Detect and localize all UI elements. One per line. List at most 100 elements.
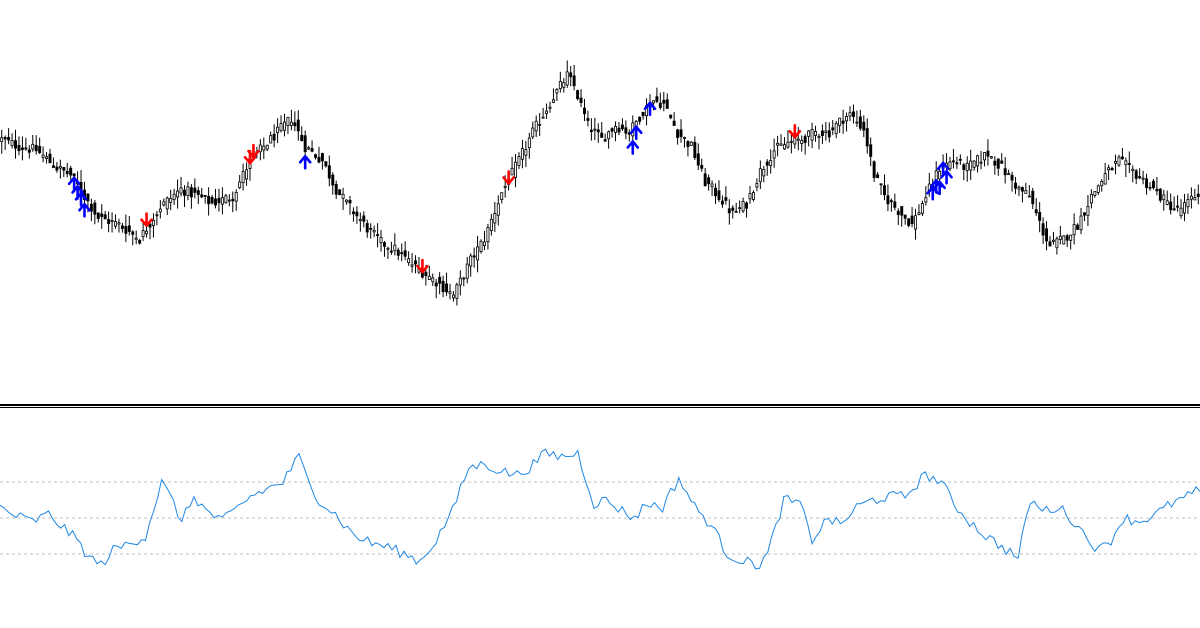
candle [920,200,924,217]
candle [914,208,917,240]
candle-body [724,197,728,201]
candle-body [217,197,221,204]
candles-group [0,60,1200,306]
candle [31,134,35,152]
candle-body [693,141,697,158]
candle [1027,185,1031,198]
candle-body [1169,201,1173,211]
candle [510,156,514,176]
candle [200,187,204,198]
candle-body [169,197,173,203]
candle-body [741,201,745,212]
candle-body [979,161,983,164]
candle-body [1134,170,1138,179]
candle [700,158,704,172]
candle-body [803,136,807,143]
candle-body [1072,224,1076,236]
candle-body [279,123,283,132]
price-chart-panel [0,60,1200,306]
candle [862,115,866,138]
candle-body [151,220,155,226]
candle-body [845,116,849,122]
candle [355,206,359,224]
candle-body [451,294,455,299]
candle [114,214,117,229]
candle-body [410,264,414,267]
candle [886,184,890,212]
candle-body [1069,234,1073,241]
candle-body [431,277,435,283]
candle-body [1100,181,1104,187]
candle-body [334,184,338,195]
candle [1189,187,1193,209]
candle [727,199,731,225]
candle-body [524,149,528,156]
candle-body [565,71,569,86]
candle [279,115,283,133]
signals-group [67,101,953,274]
candle [445,272,449,296]
candle [120,222,124,233]
candle-body [400,252,404,255]
candle [517,152,521,170]
candle [55,161,59,173]
candle-body [607,131,611,140]
candle [469,253,473,277]
candle-body [665,99,669,109]
candle-body [434,282,438,287]
arrow-shape [74,192,88,207]
candle [979,150,983,170]
candle [427,265,431,280]
candle-body [193,187,197,193]
arrow-up-icon [933,180,946,196]
candle [1048,236,1052,247]
candle [310,140,314,153]
candle [814,125,817,142]
candle-body [951,160,955,163]
candle-body [572,75,576,87]
candle-body [1120,156,1124,160]
candle-body [1041,223,1045,236]
candle [451,291,455,302]
candle [1145,173,1149,195]
candle-body [148,223,152,228]
panel-separator[interactable] [0,404,1200,408]
candle [1072,213,1076,245]
candle-body [458,277,462,286]
candle-body [907,218,911,226]
candle-body [162,201,166,206]
candle-body [438,276,442,284]
candle [783,137,786,150]
candle-body [541,116,545,119]
candle [1089,189,1093,209]
candle [672,112,676,126]
candle [210,194,214,205]
candle-body [462,277,466,280]
candle-body [196,190,200,195]
candle-body [20,147,24,150]
candle [769,149,773,174]
candle-body [827,130,831,138]
candle [686,140,690,157]
candle-body [534,120,538,132]
candle [1083,212,1086,222]
candle [383,241,386,257]
oscillator-line [0,448,1200,570]
candle-body [896,210,900,215]
candle [1120,147,1124,160]
candle-body [593,128,597,131]
candle-body [158,208,162,213]
candle [638,116,642,125]
candle [731,205,735,219]
candle [676,128,680,145]
arrow-down-icon [788,123,802,139]
candle [538,113,542,136]
candle [393,233,397,256]
candle [586,110,590,127]
candle-body [1103,173,1107,185]
arrow-shape [788,123,802,139]
candle-body [958,158,962,161]
candle [858,109,862,131]
candle [1024,182,1028,194]
candle [403,241,407,261]
